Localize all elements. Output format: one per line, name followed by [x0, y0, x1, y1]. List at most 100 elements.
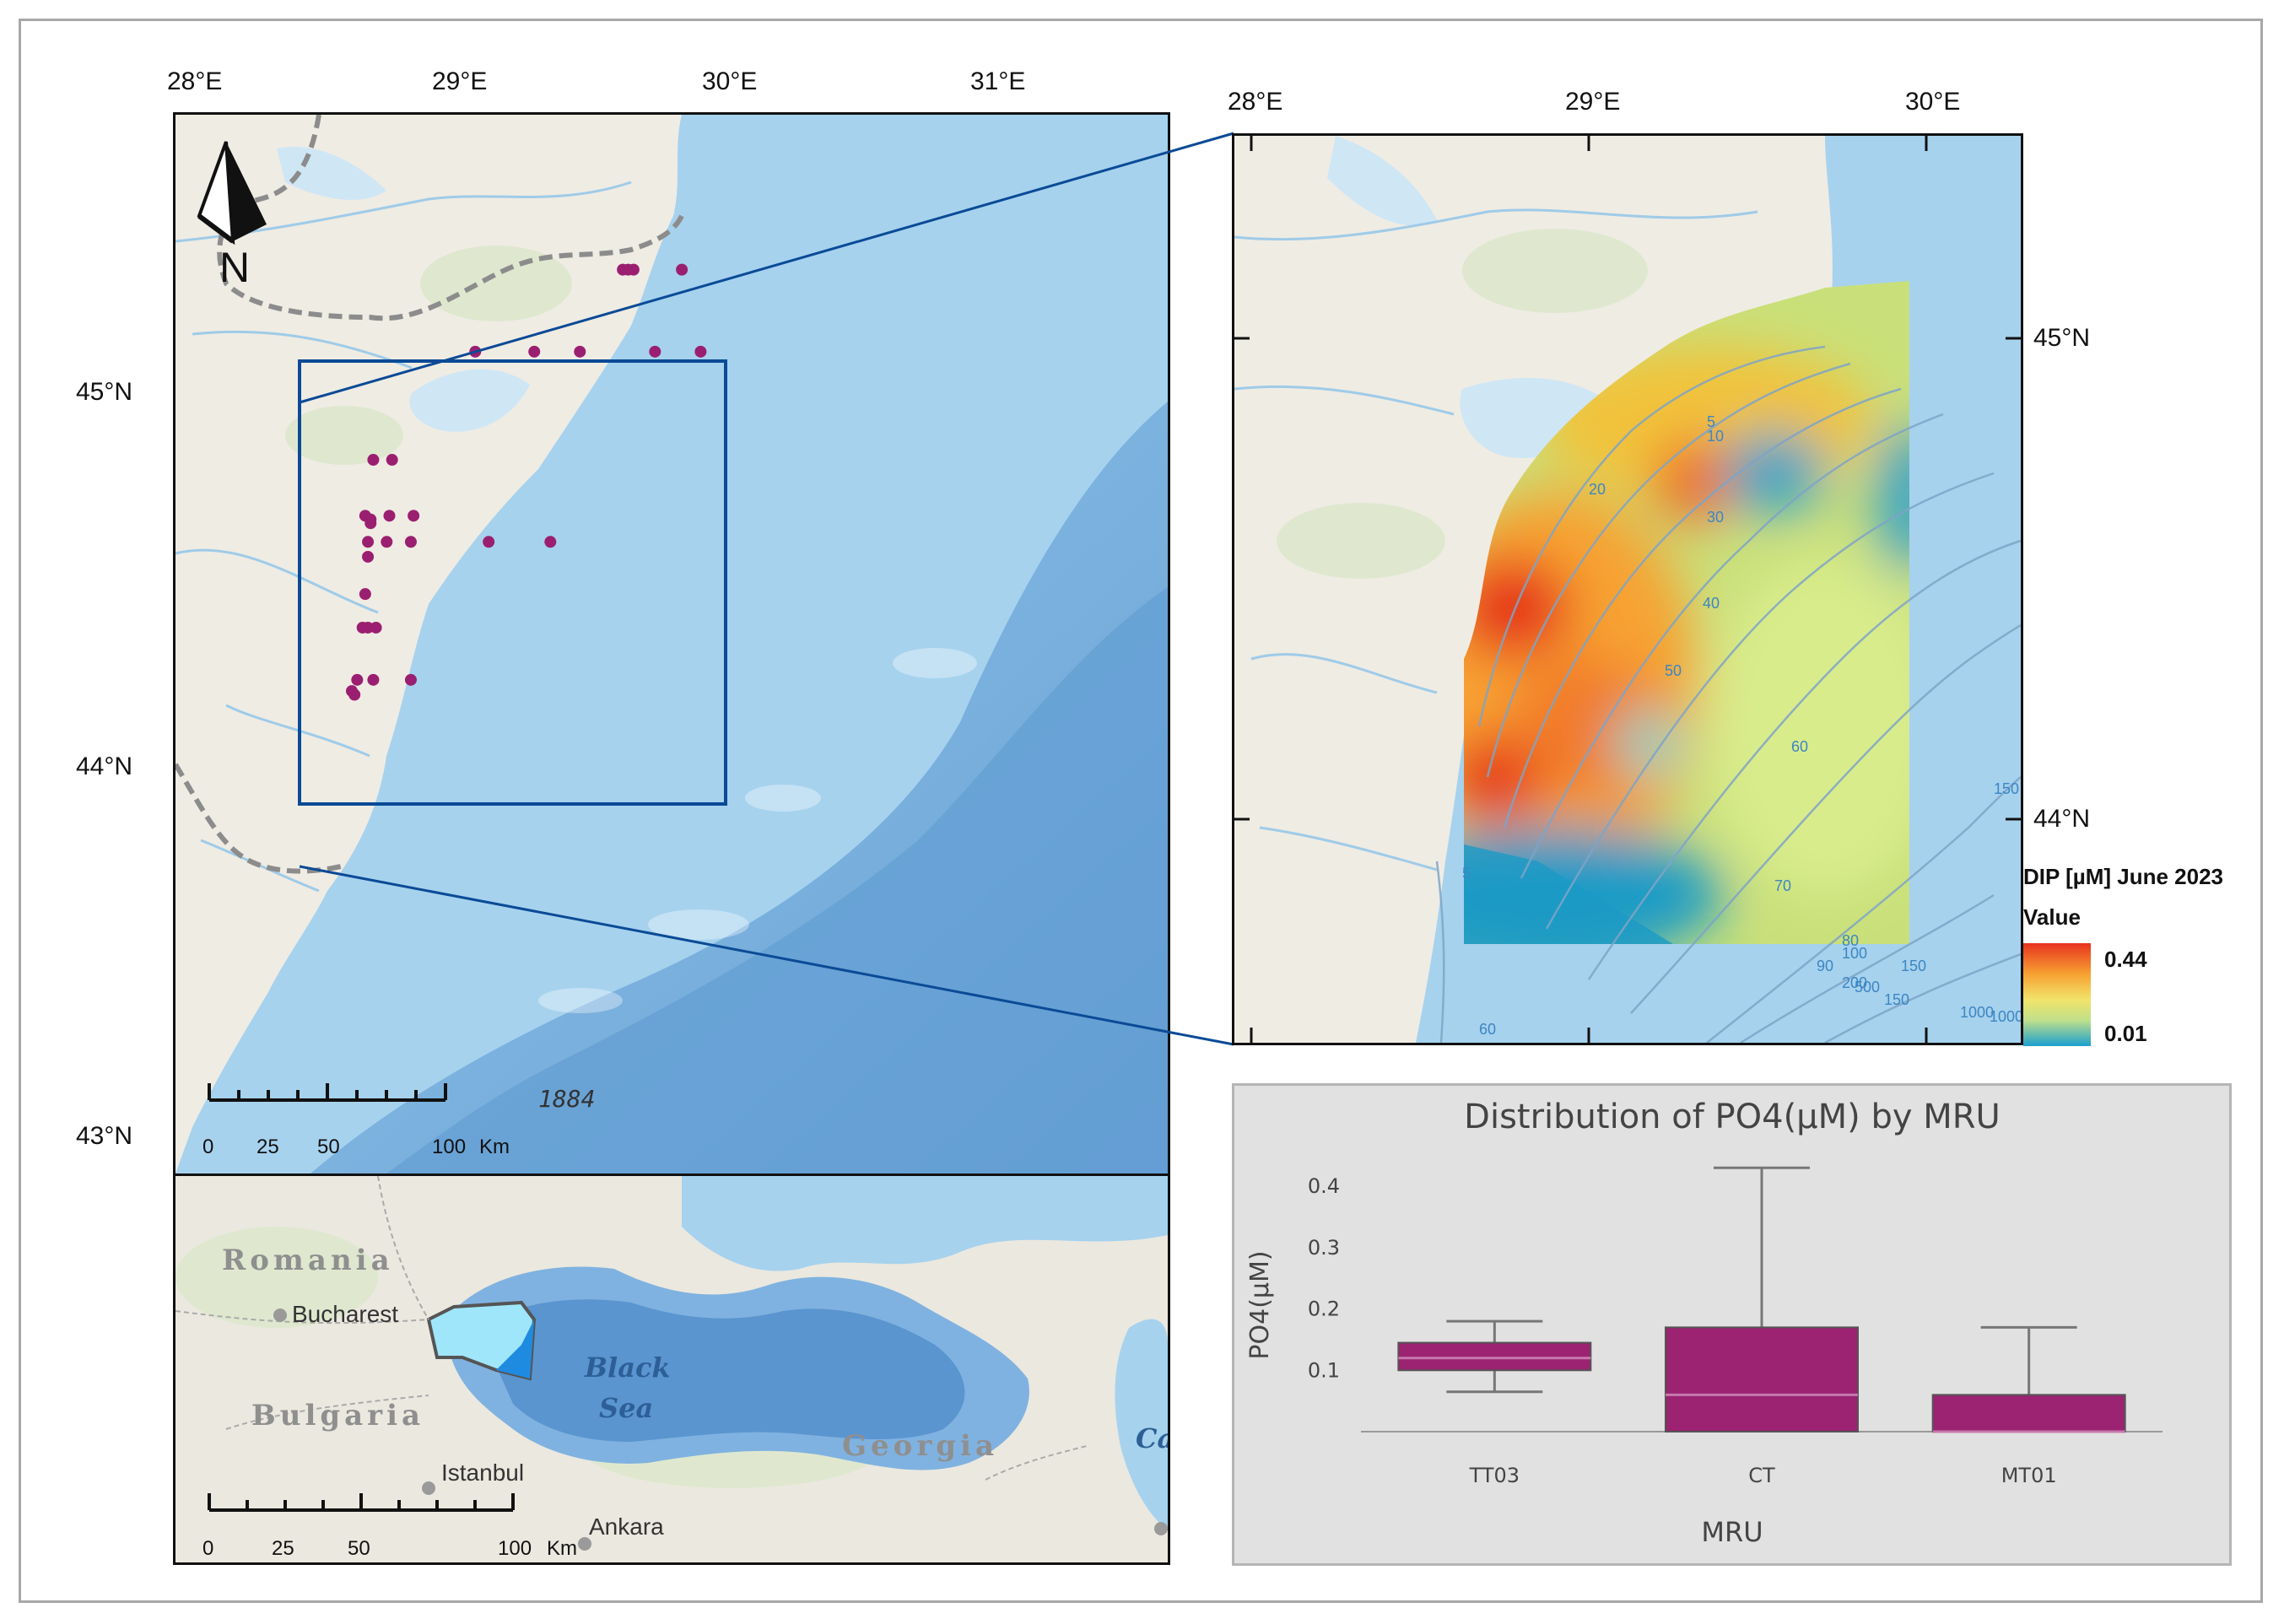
legend-title: DIP [µM] June 2023: [2023, 864, 2224, 889]
black-sea-deep: [479, 1299, 965, 1442]
legend-max-label: 0.44: [2104, 947, 2147, 972]
inset-scale-label: 25: [272, 1537, 294, 1560]
lon-label: 30°E: [702, 67, 758, 95]
rivers: [1234, 208, 1758, 871]
station-point[interactable]: [694, 345, 707, 358]
boxplot-panel: Distribution of PO4(µM) by MRU PO4(µM) M…: [1232, 1083, 2232, 1566]
romania-ukraine-border: [217, 115, 684, 321]
main-scale-label: Km: [479, 1136, 510, 1158]
station-point[interactable]: [627, 263, 640, 276]
lon-label: 31°E: [970, 67, 1026, 95]
contour-label: 5: [1707, 413, 1715, 430]
seafloor-relief: [538, 648, 977, 1013]
vegetation: [1462, 229, 1648, 313]
contour-label: 90: [1817, 958, 1833, 974]
contour-label: 5: [1462, 865, 1471, 882]
station-point[interactable]: [386, 454, 398, 467]
contour-label: 200: [1842, 974, 1867, 991]
station-point[interactable]: [483, 536, 495, 548]
city-label-istanbul: Istanbul: [441, 1459, 525, 1486]
contour-label: 500: [1855, 979, 1880, 995]
city-dot-bucharest: [273, 1308, 287, 1322]
lat-label: 43°N: [76, 1122, 133, 1150]
station-point[interactable]: [404, 673, 417, 686]
city-label-bucharest: Bucharest: [292, 1301, 399, 1327]
contour-labels: 5102030405060708090100150200150500100010…: [1462, 413, 2021, 1038]
country-borders: [175, 1176, 1088, 1481]
sea-label-partial: Ca: [1136, 1422, 1168, 1454]
figure-frame: [19, 19, 2263, 1603]
main-map[interactable]: N 1884 0 25 50 100 Km: [173, 112, 1170, 1176]
plot-area: 0.1 0.2 0.3 0.4 TT03 CT MT01: [1308, 1166, 2163, 1487]
north-label: N: [219, 244, 250, 291]
zoom-lon-label: 30°E: [1905, 88, 1961, 116]
station-point[interactable]: [528, 345, 541, 358]
y-axis-label: PO4(µM): [1245, 1250, 1275, 1359]
lon-label: 28°E: [167, 67, 223, 95]
legend-value-label: Value: [2023, 904, 2081, 930]
caspian-sea: [1115, 1319, 1168, 1530]
lake: [1327, 136, 1437, 226]
contour-label: 40: [1703, 595, 1720, 612]
city-dot: [1154, 1522, 1168, 1535]
country-label-romania: Romania: [222, 1244, 394, 1277]
contour-label: 60: [1479, 1021, 1496, 1038]
contour-label: 70: [1774, 877, 1791, 894]
station-point[interactable]: [381, 536, 393, 548]
main-scale-label: 25: [256, 1136, 279, 1158]
box-mt01: [1931, 1394, 2126, 1433]
station-point[interactable]: [367, 673, 380, 686]
station-point[interactable]: [362, 550, 375, 563]
station-point[interactable]: [370, 621, 382, 634]
study-area-offshore: [496, 1319, 534, 1379]
zoom-lat-label: 45°N: [2033, 324, 2091, 352]
contour-label: 150: [1901, 958, 1926, 974]
station-point[interactable]: [408, 510, 420, 522]
station-point[interactable]: [383, 510, 396, 522]
contour-label: 30: [1707, 509, 1724, 526]
station-point[interactable]: [362, 536, 375, 548]
sea-of-azov: [682, 1176, 1168, 1271]
inset-scale-label: Km: [547, 1537, 577, 1560]
sea-label: Sea: [599, 1392, 654, 1424]
station-point[interactable]: [544, 536, 557, 548]
boxplot-chart: Distribution of PO4(µM) by MRU PO4(µM) M…: [1245, 1098, 2163, 1548]
contour-label: 1000: [1960, 1004, 1994, 1021]
main-scale-label: 0: [202, 1136, 214, 1158]
main-scale-bar: [208, 1083, 447, 1102]
station-point[interactable]: [351, 673, 364, 686]
x-tick-label: CT: [1748, 1464, 1775, 1487]
abyssal-plain: [386, 587, 1168, 1173]
contour-label: 150: [1994, 780, 2019, 797]
station-point[interactable]: [348, 688, 361, 701]
x-axis-label: MRU: [1701, 1516, 1763, 1548]
zoom-map[interactable]: 5 10 20 30 40 50 60 70 80 90 100 150 200 150 500 1000 10…: [1232, 133, 2023, 1045]
lat-label: 45°N: [76, 378, 133, 406]
zoom-lon-label: 28°E: [1228, 88, 1283, 116]
vegetation: [285, 406, 403, 465]
graticule-ticks: [1234, 136, 2021, 1043]
station-point[interactable]: [367, 454, 380, 467]
main-scale-label: 100: [432, 1136, 467, 1158]
inset-scale-bar: [208, 1493, 515, 1512]
contour-label: 60: [1791, 738, 1808, 755]
station-point[interactable]: [359, 588, 371, 601]
lon-label: 29°E: [432, 67, 488, 95]
contour-label: 20: [1589, 481, 1606, 498]
station-point[interactable]: [574, 345, 586, 358]
vegetation: [175, 1227, 378, 1328]
legend-color-ramp: [2023, 943, 2091, 1046]
chart-title: Distribution of PO4(µM) by MRU: [1464, 1098, 2001, 1136]
station-point[interactable]: [676, 263, 688, 276]
contour-label: 100: [1842, 945, 1867, 962]
x-tick-label: TT03: [1469, 1464, 1520, 1487]
station-point[interactable]: [404, 536, 417, 548]
station-point[interactable]: [364, 517, 377, 530]
romania-bulgaria-border: [175, 763, 345, 874]
contour-label: 50: [1665, 662, 1682, 679]
contour-label: 80: [1842, 932, 1859, 949]
y-tick-label: 0.4: [1308, 1174, 1340, 1198]
station-point[interactable]: [649, 345, 661, 358]
inset-map[interactable]: Romania Bulgaria Georgia Bucharest Istan…: [173, 1173, 1170, 1565]
study-area-frame: [298, 359, 727, 806]
